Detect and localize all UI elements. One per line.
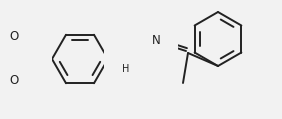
Text: O: O — [9, 30, 19, 44]
Text: O: O — [9, 74, 19, 87]
Text: N: N — [26, 52, 34, 65]
Text: N: N — [122, 50, 130, 62]
Text: H: H — [122, 64, 130, 74]
Text: N: N — [152, 35, 160, 47]
